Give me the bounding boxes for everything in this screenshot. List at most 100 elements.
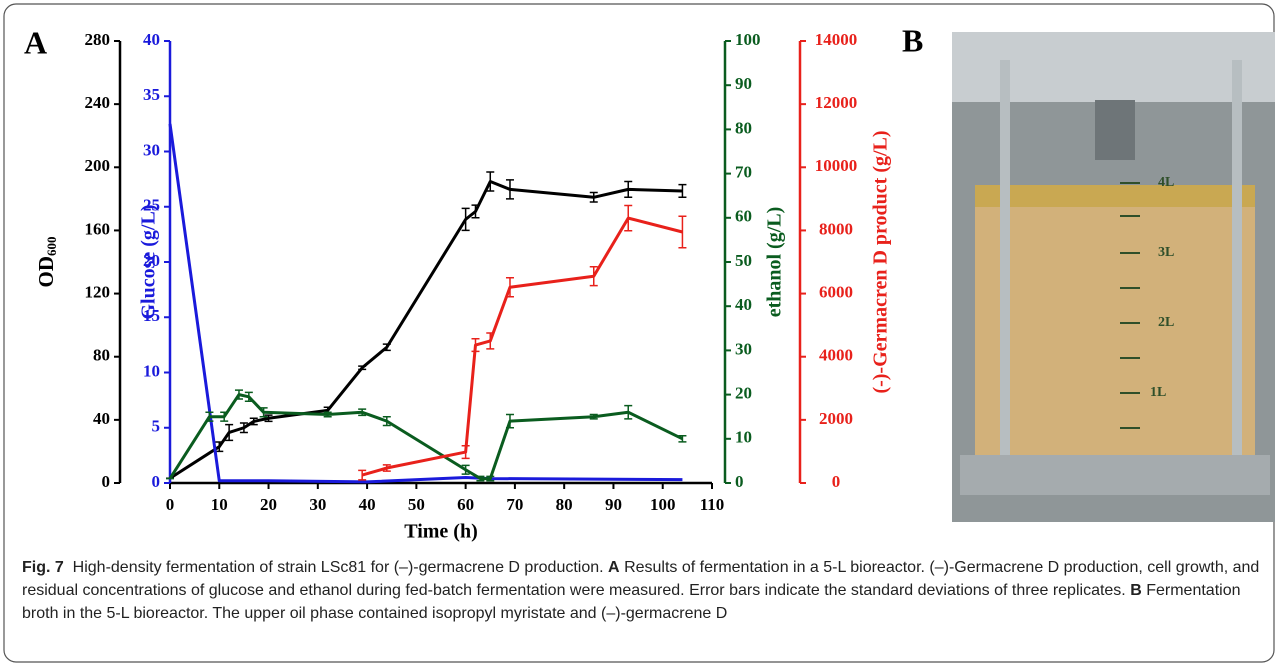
x-axis-label: Time (h)	[404, 521, 478, 543]
y-tick-label: 35	[143, 85, 160, 104]
error-bar	[589, 413, 598, 420]
x-tick-label: 90	[605, 495, 622, 514]
y-tick-label: 4000	[819, 346, 853, 365]
y-tick-label: 2000	[819, 409, 853, 428]
error-bar	[678, 183, 687, 199]
caption: Fig. 7 High-density fermentation of stra…	[22, 556, 1260, 625]
y-axis-label: OD600	[34, 237, 59, 288]
y-axis-label-main: OD	[34, 256, 58, 288]
scale-marks	[1120, 182, 1140, 429]
volume-label: 4L	[1158, 175, 1174, 190]
x-tick-label: 30	[309, 495, 326, 514]
series-line	[169, 179, 683, 480]
error-bar	[461, 464, 470, 475]
y-tick-label: 30	[143, 140, 160, 159]
oil-phase	[975, 185, 1255, 207]
error-bar	[486, 171, 495, 192]
series-line	[168, 393, 684, 481]
error-bar	[471, 204, 480, 219]
x-tick-label: 70	[506, 495, 523, 514]
error-bar	[486, 332, 495, 350]
volume-label: 1L	[1150, 385, 1166, 400]
x-tick-label: 40	[359, 495, 376, 514]
caption-panel: B	[1130, 582, 1142, 599]
error-bar	[589, 191, 598, 203]
rod	[1000, 60, 1010, 455]
y-tick-label: 20	[143, 251, 160, 270]
error-bar	[476, 475, 485, 482]
caption-title: High-density fermentation of strain LSc8…	[72, 559, 604, 576]
y-axis-label: ethanol (g/L)	[764, 207, 786, 318]
error-bar	[259, 407, 268, 418]
y-tick-label: 30	[735, 339, 752, 358]
error-bar	[234, 389, 243, 400]
x-tick-label: 0	[166, 495, 175, 514]
error-bar	[505, 413, 514, 429]
error-bar	[624, 180, 633, 199]
y-tick-label: 200	[85, 156, 111, 175]
error-bar	[358, 408, 367, 417]
photo: 4L 3L 2L 1L	[952, 32, 1275, 522]
y-tick-label: 80	[93, 346, 110, 365]
error-bar	[220, 411, 229, 422]
y-tick-label: 14000	[815, 30, 858, 49]
y-tick-label: 100	[735, 30, 761, 49]
error-bar	[505, 179, 514, 200]
error-bar	[678, 215, 687, 249]
rod	[1232, 60, 1242, 455]
error-bar	[382, 415, 391, 427]
caption-label: Fig. 7	[22, 559, 64, 576]
x-tick-label: 50	[408, 495, 425, 514]
x-tick-label: 60	[457, 495, 474, 514]
y-tick-label: 10000	[815, 156, 858, 175]
y-tick-label: 40	[735, 295, 752, 314]
x-tick-label: 110	[700, 495, 725, 514]
y-tick-label: 0	[735, 472, 744, 491]
y-tick-label: 280	[85, 30, 111, 49]
error-bar	[461, 444, 470, 460]
error-bar	[323, 411, 332, 418]
error-bar	[382, 343, 391, 352]
y-tick-label: 240	[85, 93, 111, 112]
base	[960, 455, 1270, 495]
error-bar	[505, 277, 514, 298]
panel-label: B	[902, 22, 923, 58]
error-bar	[358, 365, 367, 371]
error-bar	[624, 404, 633, 420]
y-tick-label: 25	[143, 196, 160, 215]
series-line	[168, 123, 683, 484]
error-bar	[205, 411, 214, 422]
error-bar	[382, 464, 391, 472]
y-tick-label: 50	[735, 251, 752, 270]
caption-panel: A	[608, 559, 620, 576]
error-bar	[678, 434, 687, 443]
error-bar	[358, 469, 367, 481]
y-tick-label: 40	[93, 409, 110, 428]
panel-label: A	[24, 24, 47, 60]
y-tick-label: 120	[85, 282, 111, 301]
y-tick-label: 10	[143, 361, 160, 380]
y-tick-label: 40	[143, 30, 160, 49]
y-tick-label: 8000	[819, 219, 853, 238]
y-tick-label: 0	[152, 472, 161, 491]
error-bar	[239, 422, 248, 434]
y-tick-label: 10	[735, 428, 752, 447]
error-bar	[624, 204, 633, 232]
error-bar	[244, 391, 253, 402]
caption-text: Fermentation broth in the 5-L bioreactor…	[22, 582, 1241, 622]
y-tick-label: 15	[143, 306, 160, 325]
broth	[975, 185, 1255, 465]
y-tick-label: 12000	[815, 93, 858, 112]
y-axis-label-sub: 600	[44, 237, 59, 257]
x-tick-label: 20	[260, 495, 277, 514]
x-tick-label: 10	[211, 495, 228, 514]
x-tick-label: 100	[650, 495, 676, 514]
impeller	[1095, 100, 1135, 160]
x-tick-label: 80	[556, 495, 573, 514]
y-tick-label: 0	[102, 472, 111, 491]
error-bar	[471, 337, 480, 353]
y-tick-label: 5	[152, 417, 161, 436]
error-bar	[461, 207, 470, 232]
y-axis-label: (-)-Germacren D product (g/L)	[870, 130, 892, 393]
